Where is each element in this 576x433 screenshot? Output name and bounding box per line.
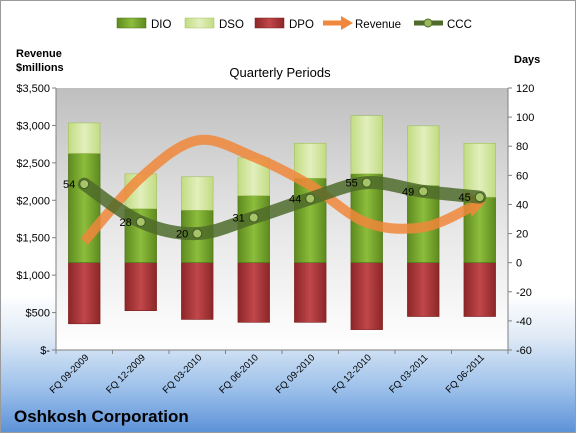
bar-dso [350, 115, 383, 175]
chart-subtitle: Quarterly Periods [229, 65, 331, 80]
left-tick-label: $3,500 [16, 83, 50, 95]
bar-dso [68, 122, 101, 154]
ccc-point [135, 216, 146, 227]
svg-text:DIO: DIO [151, 19, 172, 31]
bar-dpo [124, 262, 157, 311]
right-axis-ticks: -60 -40 -20 0 20 40 60 80 100 120 [508, 83, 534, 357]
left-axis-ticks: $- $500 $1,000 $1,500 $2,000 $2,500 $3,000 $3,5… [16, 83, 56, 357]
right-tick-label: -40 [516, 316, 532, 328]
legend-item-ccc: CCC [414, 18, 472, 31]
bar-dio [68, 153, 101, 263]
left-tick-label: $1,500 [16, 233, 50, 245]
ccc-data-label: 45 [459, 192, 471, 204]
ccc-point [305, 193, 316, 204]
svg-text:Revenue: Revenue [355, 19, 401, 31]
bar-dso [407, 125, 440, 186]
right-tick-label: 100 [516, 112, 534, 124]
bar-dpo [463, 262, 496, 317]
bar-dso [181, 176, 214, 211]
x-tick-label: FQ 06-2011 [444, 352, 487, 395]
revenue-line [80, 134, 472, 245]
left-tick-label: $1,000 [16, 270, 50, 282]
legend-item-dpo: DPO [254, 17, 314, 31]
legend-item-dso: DSO [184, 17, 244, 31]
ccc-data-label: 54 [63, 179, 75, 191]
ccc-point [248, 212, 259, 223]
ccc-point [361, 177, 372, 188]
bar-dpo [68, 262, 101, 325]
x-tick-label: FQ 12-2009 [104, 352, 148, 396]
x-tick-label: FQ 09-2010 [274, 352, 318, 396]
right-tick-label: 40 [516, 199, 528, 211]
left-axis-title: Revenue [16, 48, 62, 60]
right-tick-label: 60 [516, 170, 528, 182]
right-axis-title: Days [514, 54, 540, 66]
bar-dso [463, 143, 496, 198]
x-tick-label: FQ 03-2010 [161, 352, 205, 396]
left-tick-label: $2,500 [16, 158, 50, 170]
chart-title: Oshkosh Corporation [14, 407, 189, 426]
ccc-point [192, 228, 203, 239]
right-tick-label: 80 [516, 141, 528, 153]
legend: DIO DSO DPO Revenue CCC [116, 16, 472, 31]
svg-text:CCC: CCC [447, 19, 472, 31]
left-tick-label: $- [40, 345, 50, 357]
ccc-data-label: 44 [289, 194, 301, 206]
bar-dpo [407, 262, 440, 317]
left-axis-title-units: $millions [16, 62, 64, 74]
ccc-data-label: 28 [120, 217, 132, 229]
bar-dpo [237, 262, 270, 323]
left-tick-label: $2,000 [16, 195, 50, 207]
ccc-data-label: 49 [402, 186, 414, 198]
x-tick-label: FQ 12-2010 [330, 352, 374, 396]
right-tick-label: 0 [516, 258, 522, 270]
legend-item-dio: DIO [116, 17, 172, 31]
bar-dso [294, 143, 327, 179]
bar-dpo [350, 262, 383, 330]
right-tick-label: -60 [516, 345, 532, 357]
legend-item-revenue: Revenue [323, 16, 401, 31]
x-tick-label: FQ 03-2011 [387, 352, 430, 395]
ccc-point [474, 192, 485, 203]
bar-dpo [294, 262, 327, 323]
ccc-point [418, 186, 429, 197]
right-tick-label: -20 [516, 287, 532, 299]
line-layer [77, 134, 487, 245]
left-tick-label: $500 [26, 308, 50, 320]
ccc-data-label: 20 [176, 229, 188, 241]
svg-text:DSO: DSO [219, 19, 244, 31]
bar-dio [237, 195, 270, 263]
x-tick-label: FQ 09-2009 [48, 352, 92, 396]
right-tick-label: 120 [516, 83, 534, 95]
x-tick-label: FQ 06-2010 [217, 352, 261, 396]
ccc-data-label: 55 [346, 178, 358, 190]
x-axis-ticks: FQ 09-2009 FQ 12-2009 FQ 03-2010 FQ 06-2010… [48, 350, 509, 396]
left-tick-label: $3,000 [16, 120, 50, 132]
ccc-data-label: 31 [233, 213, 245, 225]
svg-text:DPO: DPO [289, 19, 314, 31]
right-tick-label: 20 [516, 229, 528, 241]
bar-dpo [181, 262, 214, 320]
ccc-point [79, 179, 90, 190]
ccc-data-labels: 54 28 20 31 44 55 49 45 [63, 178, 471, 241]
